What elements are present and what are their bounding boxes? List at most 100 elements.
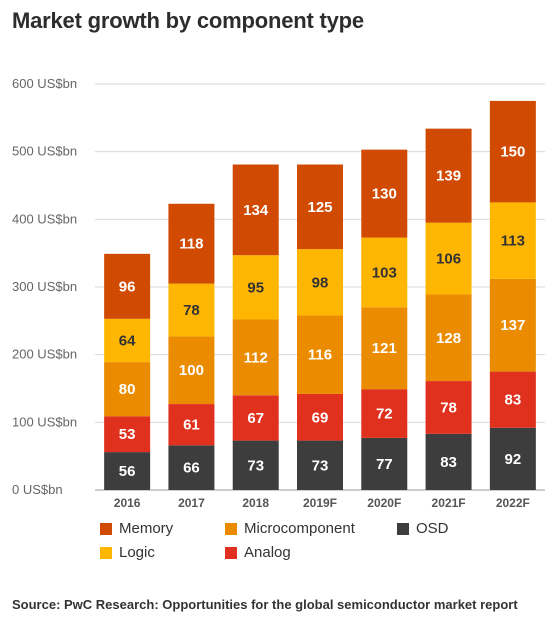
data-label-memory-2017: 118 xyxy=(179,236,203,253)
x-tick-label: 2016 xyxy=(114,496,141,510)
legend-swatch-osd xyxy=(397,522,409,535)
data-label-logic-2016: 64 xyxy=(119,332,136,349)
data-label-microcomponent-2021f: 128 xyxy=(436,330,461,347)
bar-logic-2020f xyxy=(361,237,408,308)
data-label-osd-2021f: 83 xyxy=(440,454,457,471)
data-label-osd-2022f: 92 xyxy=(505,451,522,468)
bar-analog-2016 xyxy=(104,416,151,453)
data-label-osd-2020f: 77 xyxy=(376,456,393,473)
bar-osd-2016 xyxy=(104,452,151,490)
data-label-logic-2022f: 113 xyxy=(501,233,525,250)
bar-logic-2016 xyxy=(104,318,151,363)
data-label-analog-2022f: 83 xyxy=(505,392,522,409)
data-label-logic-2018: 95 xyxy=(247,279,264,296)
legend-swatch-analog xyxy=(225,546,237,559)
bar-microcomponent-2019f xyxy=(297,315,343,394)
y-tick-label: 400 US$bn xyxy=(12,211,77,226)
legend-item-memory: Memory xyxy=(100,520,173,537)
legend-swatch-memory xyxy=(100,522,112,535)
bar-osd-2019f xyxy=(297,440,343,490)
legend-label-analog: Analog xyxy=(244,544,291,561)
data-label-osd-2017: 66 xyxy=(183,460,200,477)
data-label-analog-2017: 61 xyxy=(183,417,200,434)
x-tick-label: 2020F xyxy=(367,496,401,510)
bar-logic-2017 xyxy=(168,283,215,337)
legend-label-microcomponent: Microcomponent xyxy=(244,520,355,537)
data-label-analog-2021f: 78 xyxy=(440,399,457,416)
legend-item-logic: Logic xyxy=(100,544,155,561)
bar-logic-2021f xyxy=(425,222,472,295)
data-label-memory-2020f: 130 xyxy=(372,186,397,203)
data-label-analog-2019f: 69 xyxy=(312,409,329,426)
legend-swatch-microcomponent xyxy=(225,522,237,535)
legend-item-analog: Analog xyxy=(225,544,291,561)
data-label-microcomponent-2018: 112 xyxy=(244,349,268,366)
data-label-logic-2020f: 103 xyxy=(372,264,397,281)
bar-analog-2022f xyxy=(489,371,536,428)
bar-logic-2022f xyxy=(489,202,536,279)
data-label-logic-2021f: 106 xyxy=(436,251,461,268)
data-label-microcomponent-2022f: 137 xyxy=(500,317,525,334)
x-tick-label: 2018 xyxy=(242,496,269,510)
bar-microcomponent-2022f xyxy=(489,278,536,372)
data-label-memory-2018: 134 xyxy=(243,202,269,219)
stacked-bar-chart: 0 US$bn 100 US$bn 200 US$bn 300 US$bn 400 US… xyxy=(12,76,545,510)
data-label-analog-2020f: 72 xyxy=(376,406,393,423)
x-tick-label: 2019F xyxy=(303,496,337,510)
legend-label-logic: Logic xyxy=(119,544,155,561)
bar-memory-2016 xyxy=(104,253,151,319)
data-label-osd-2016: 56 xyxy=(119,463,136,480)
bar-analog-2018 xyxy=(232,395,279,441)
y-tick-label: 200 US$bn xyxy=(12,347,77,362)
data-label-analog-2018: 67 xyxy=(247,410,264,427)
bar-microcomponent-2021f xyxy=(425,294,472,382)
bar-logic-2018 xyxy=(232,255,279,320)
chart-title: Market growth by component type xyxy=(12,8,364,33)
x-tick-label: 2022F xyxy=(496,496,530,510)
legend-swatch-logic xyxy=(100,546,112,559)
bar-analog-2019f xyxy=(297,393,343,441)
data-label-microcomponent-2019f: 116 xyxy=(308,347,332,364)
legend-label-osd: OSD xyxy=(416,520,449,537)
y-tick-label: 600 US$bn xyxy=(12,76,77,91)
bar-osd-2017 xyxy=(168,445,215,490)
bar-memory-2022f xyxy=(489,100,536,203)
bar-osd-2022f xyxy=(489,427,536,490)
bar-microcomponent-2016 xyxy=(104,362,151,417)
bar-memory-2017 xyxy=(168,203,215,284)
bar-memory-2019f xyxy=(297,164,343,250)
bar-microcomponent-2017 xyxy=(168,336,215,405)
bar-osd-2018 xyxy=(232,440,279,490)
data-label-logic-2019f: 98 xyxy=(312,274,329,291)
y-tick-label: 100 US$bn xyxy=(12,414,77,429)
data-label-osd-2019f: 73 xyxy=(312,457,329,474)
bar-analog-2021f xyxy=(425,381,472,434)
legend-label-memory: Memory xyxy=(119,520,174,537)
y-tick-label: 300 US$bn xyxy=(12,279,77,294)
data-label-logic-2017: 78 xyxy=(183,302,200,319)
data-label-memory-2022f: 150 xyxy=(500,144,525,161)
y-tick-label: 0 US$bn xyxy=(12,482,63,497)
bar-logic-2019f xyxy=(297,249,343,316)
bar-analog-2017 xyxy=(168,404,215,446)
bar-microcomponent-2018 xyxy=(232,319,279,396)
data-label-microcomponent-2016: 80 xyxy=(119,381,136,398)
x-tick-label: 2021F xyxy=(432,496,466,510)
source-note: Source: PwC Research: Opportunities for … xyxy=(12,597,518,612)
bar-osd-2021f xyxy=(425,433,472,490)
data-label-memory-2021f: 139 xyxy=(436,168,461,185)
bar-memory-2021f xyxy=(425,128,472,223)
bar-memory-2020f xyxy=(361,149,408,238)
data-label-microcomponent-2020f: 121 xyxy=(372,340,397,357)
data-label-memory-2016: 96 xyxy=(119,278,136,295)
legend-item-microcomponent: Microcomponent xyxy=(225,520,355,537)
bar-memory-2018 xyxy=(232,164,279,256)
data-label-osd-2018: 73 xyxy=(247,457,264,474)
data-label-microcomponent-2017: 100 xyxy=(179,362,204,379)
data-label-analog-2016: 53 xyxy=(119,426,136,443)
y-tick-label: 500 US$bn xyxy=(12,144,77,159)
legend-item-osd: OSD xyxy=(397,520,449,537)
bar-microcomponent-2020f xyxy=(361,307,408,390)
x-tick-label: 2017 xyxy=(178,496,205,510)
bar-osd-2020f xyxy=(361,437,408,490)
